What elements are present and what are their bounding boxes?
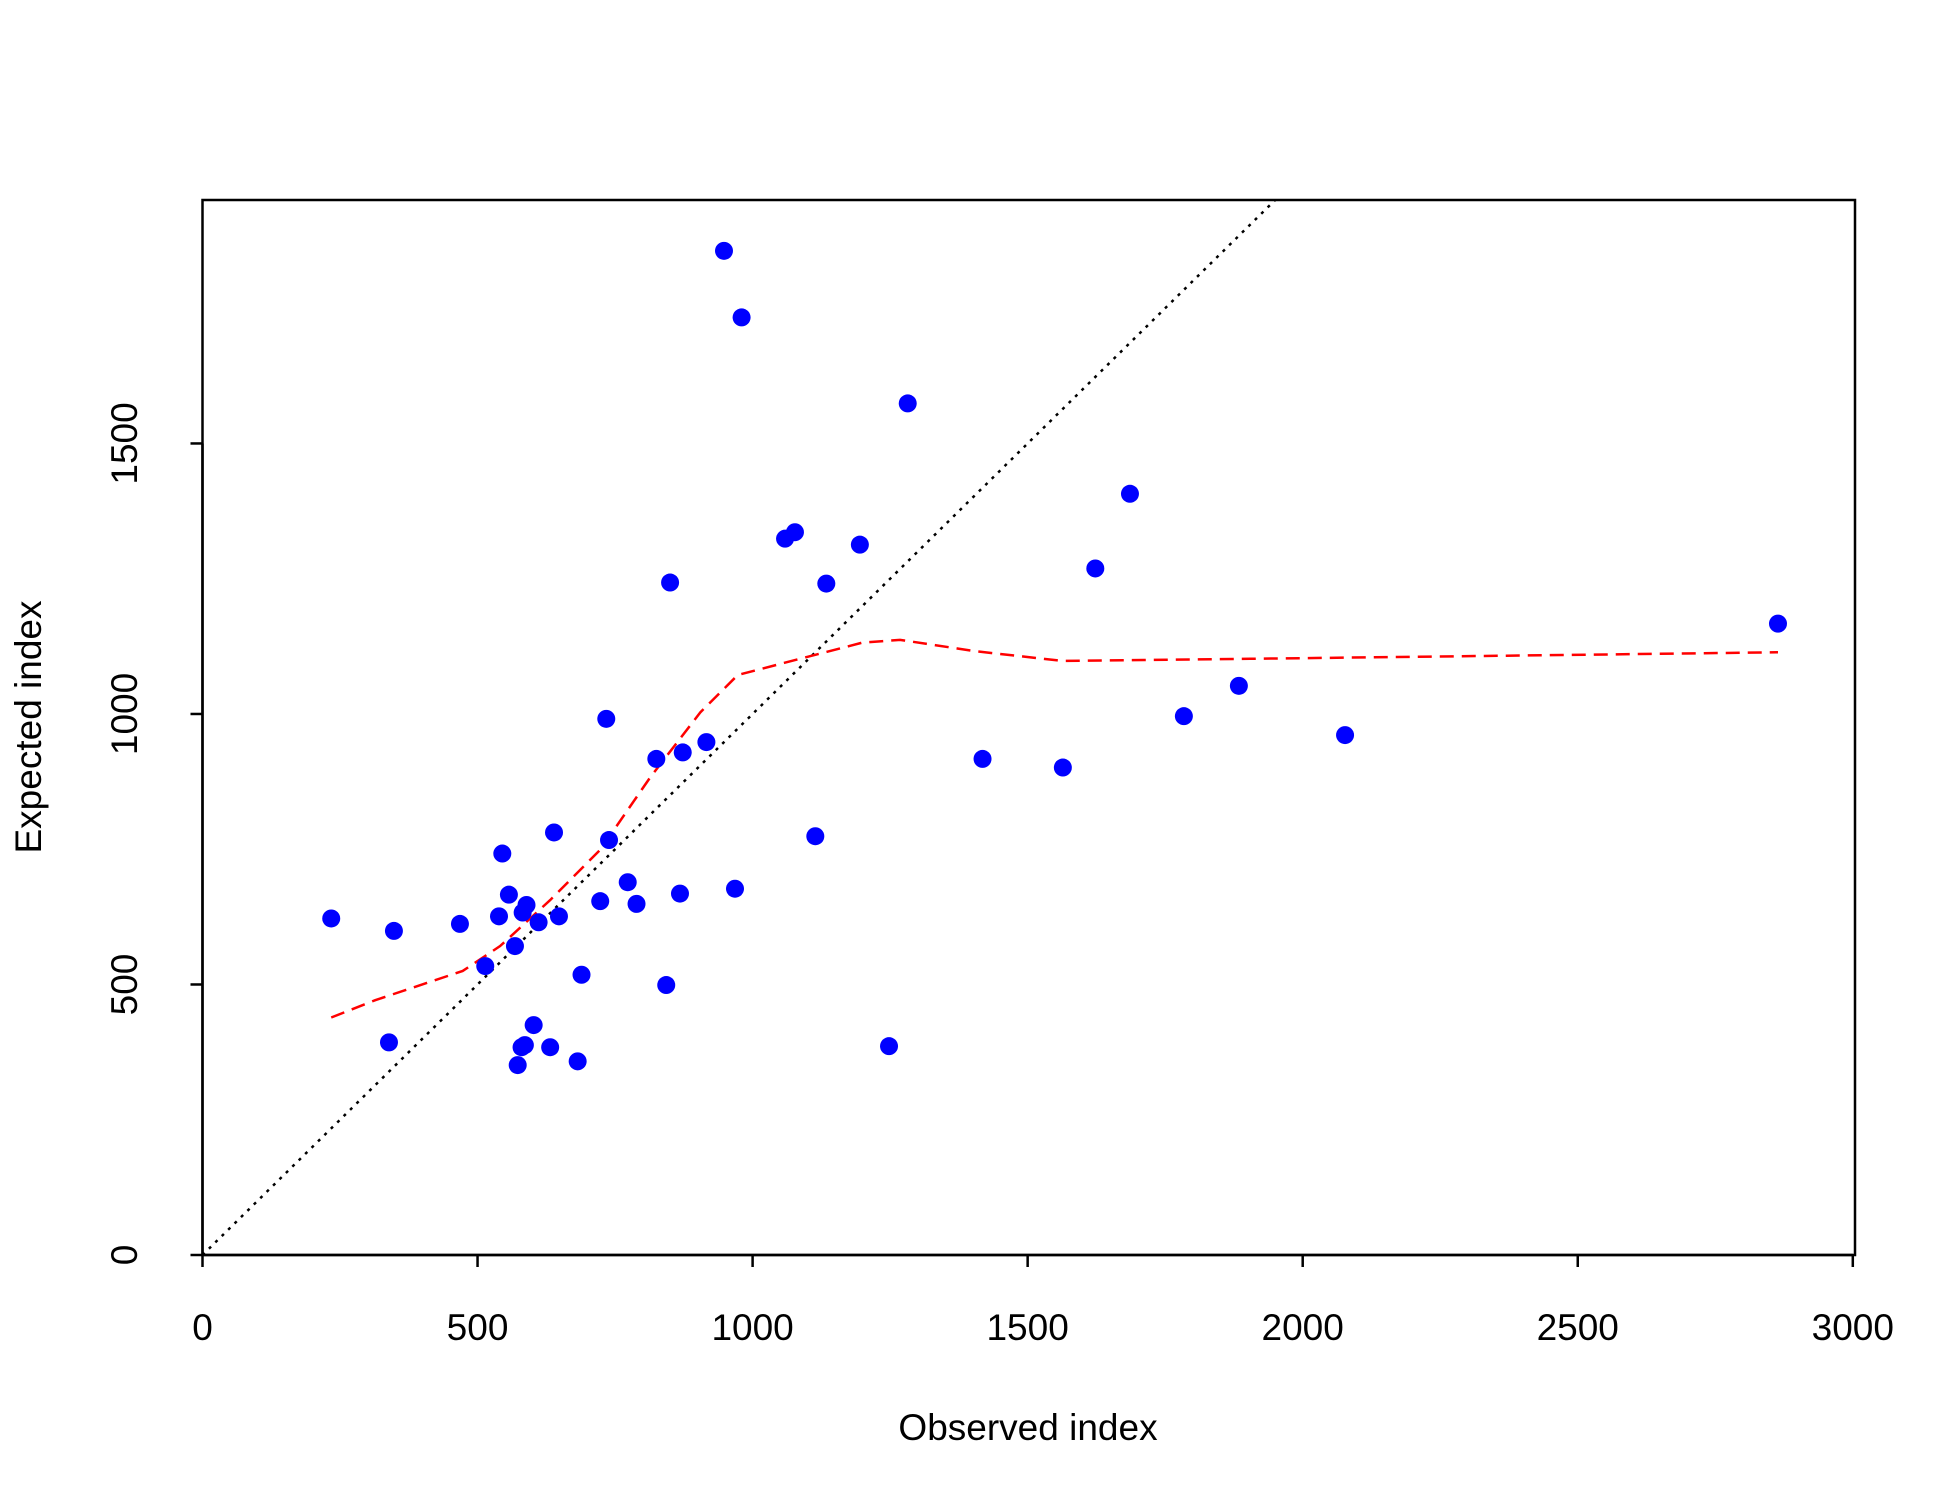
point <box>541 1038 560 1057</box>
point <box>384 921 403 940</box>
point <box>450 914 469 933</box>
point <box>1053 758 1072 777</box>
x-tick-label: 2000 <box>1262 1307 1344 1348</box>
point <box>1229 676 1248 695</box>
plot-frame <box>201 198 1857 1257</box>
point <box>476 957 495 976</box>
point <box>657 976 676 995</box>
point <box>493 844 512 863</box>
y-tick-label: 0 <box>104 1245 145 1266</box>
y-axis-label: Expected index <box>8 600 49 854</box>
point <box>1336 726 1355 745</box>
point <box>545 823 564 842</box>
point <box>379 1033 398 1052</box>
point <box>627 894 646 913</box>
point <box>732 308 751 327</box>
point <box>1174 707 1193 726</box>
point <box>524 1016 543 1035</box>
y-tick-label: 1000 <box>104 673 145 755</box>
point <box>1768 614 1787 633</box>
x-tick-label: 2500 <box>1537 1307 1619 1348</box>
point <box>806 827 825 846</box>
point <box>490 907 509 926</box>
point <box>597 709 616 728</box>
point <box>880 1037 899 1056</box>
point <box>505 937 524 956</box>
point <box>850 535 869 554</box>
point <box>517 895 536 914</box>
y-tick-label: 1500 <box>104 402 145 484</box>
x-tick-label: 0 <box>192 1307 213 1348</box>
point <box>1086 559 1105 578</box>
point <box>499 885 518 904</box>
point <box>1120 484 1139 503</box>
point <box>549 907 568 926</box>
x-tick-label: 3000 <box>1812 1307 1894 1348</box>
point <box>529 913 548 932</box>
x-tick-label: 500 <box>447 1307 509 1348</box>
x-tick-label: 1000 <box>711 1307 793 1348</box>
point <box>673 743 692 762</box>
point <box>898 394 917 413</box>
point <box>697 733 716 752</box>
point <box>647 749 666 768</box>
point <box>591 892 610 911</box>
point <box>568 1052 587 1071</box>
point <box>508 1056 527 1075</box>
identity-line <box>202 200 1277 1255</box>
point <box>572 965 591 984</box>
point <box>725 879 744 898</box>
point <box>714 241 733 260</box>
point <box>618 873 637 892</box>
point <box>973 749 992 768</box>
point <box>515 1036 534 1055</box>
x-tick-label: 1500 <box>986 1307 1068 1348</box>
point <box>817 574 836 593</box>
point <box>600 831 619 850</box>
point <box>670 884 689 903</box>
x-axis-label: Observed index <box>898 1407 1158 1448</box>
point <box>661 573 680 592</box>
point <box>785 523 804 542</box>
point <box>322 909 341 928</box>
y-tick-label: 500 <box>104 954 145 1016</box>
